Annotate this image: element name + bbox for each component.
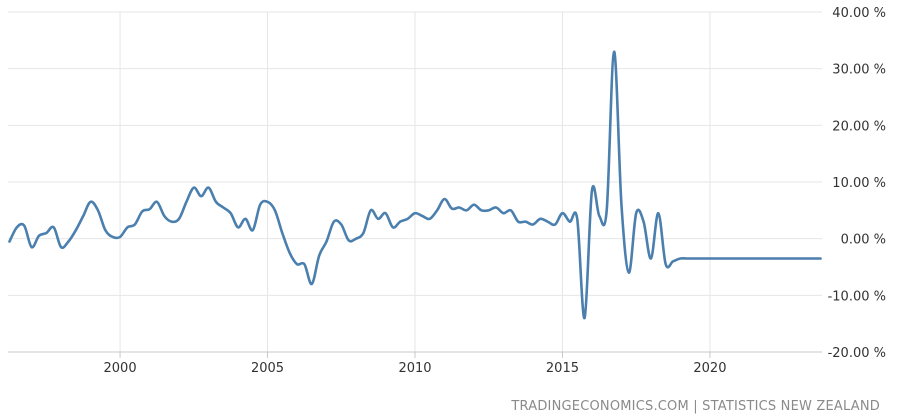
x-tick-label: 2010 (398, 361, 431, 376)
y-tick-labels: 40.00 % 30.00 % 20.00 % 10.00 % 0.00 % -10.00… (828, 6, 886, 361)
series-line-0 (8, 50, 822, 320)
x-tick-marks (119, 352, 711, 358)
y-tick-label: -10.00 % (828, 289, 886, 304)
y-tick-label: 30.00 % (832, 63, 886, 78)
x-tick-label: 2020 (693, 361, 726, 376)
x-tick-label: 2015 (546, 361, 579, 376)
x-tick-label: 2000 (104, 361, 137, 376)
horizontal-gridlines (8, 11, 822, 296)
source-note: TRADINGECONOMICS.COM | STATISTICS NEW ZE… (510, 399, 880, 414)
series-layer (8, 50, 822, 320)
y-tick-label: 20.00 % (832, 119, 886, 134)
y-tick-label: -20.00 % (828, 346, 886, 361)
y-tick-label: 10.00 % (832, 176, 886, 191)
y-tick-label: 0.00 % (841, 233, 886, 248)
y-tick-label: 40.00 % (832, 6, 886, 21)
x-tick-labels: 2000 2005 2010 2015 2020 (104, 361, 727, 376)
x-tick-label: 2005 (251, 361, 284, 376)
